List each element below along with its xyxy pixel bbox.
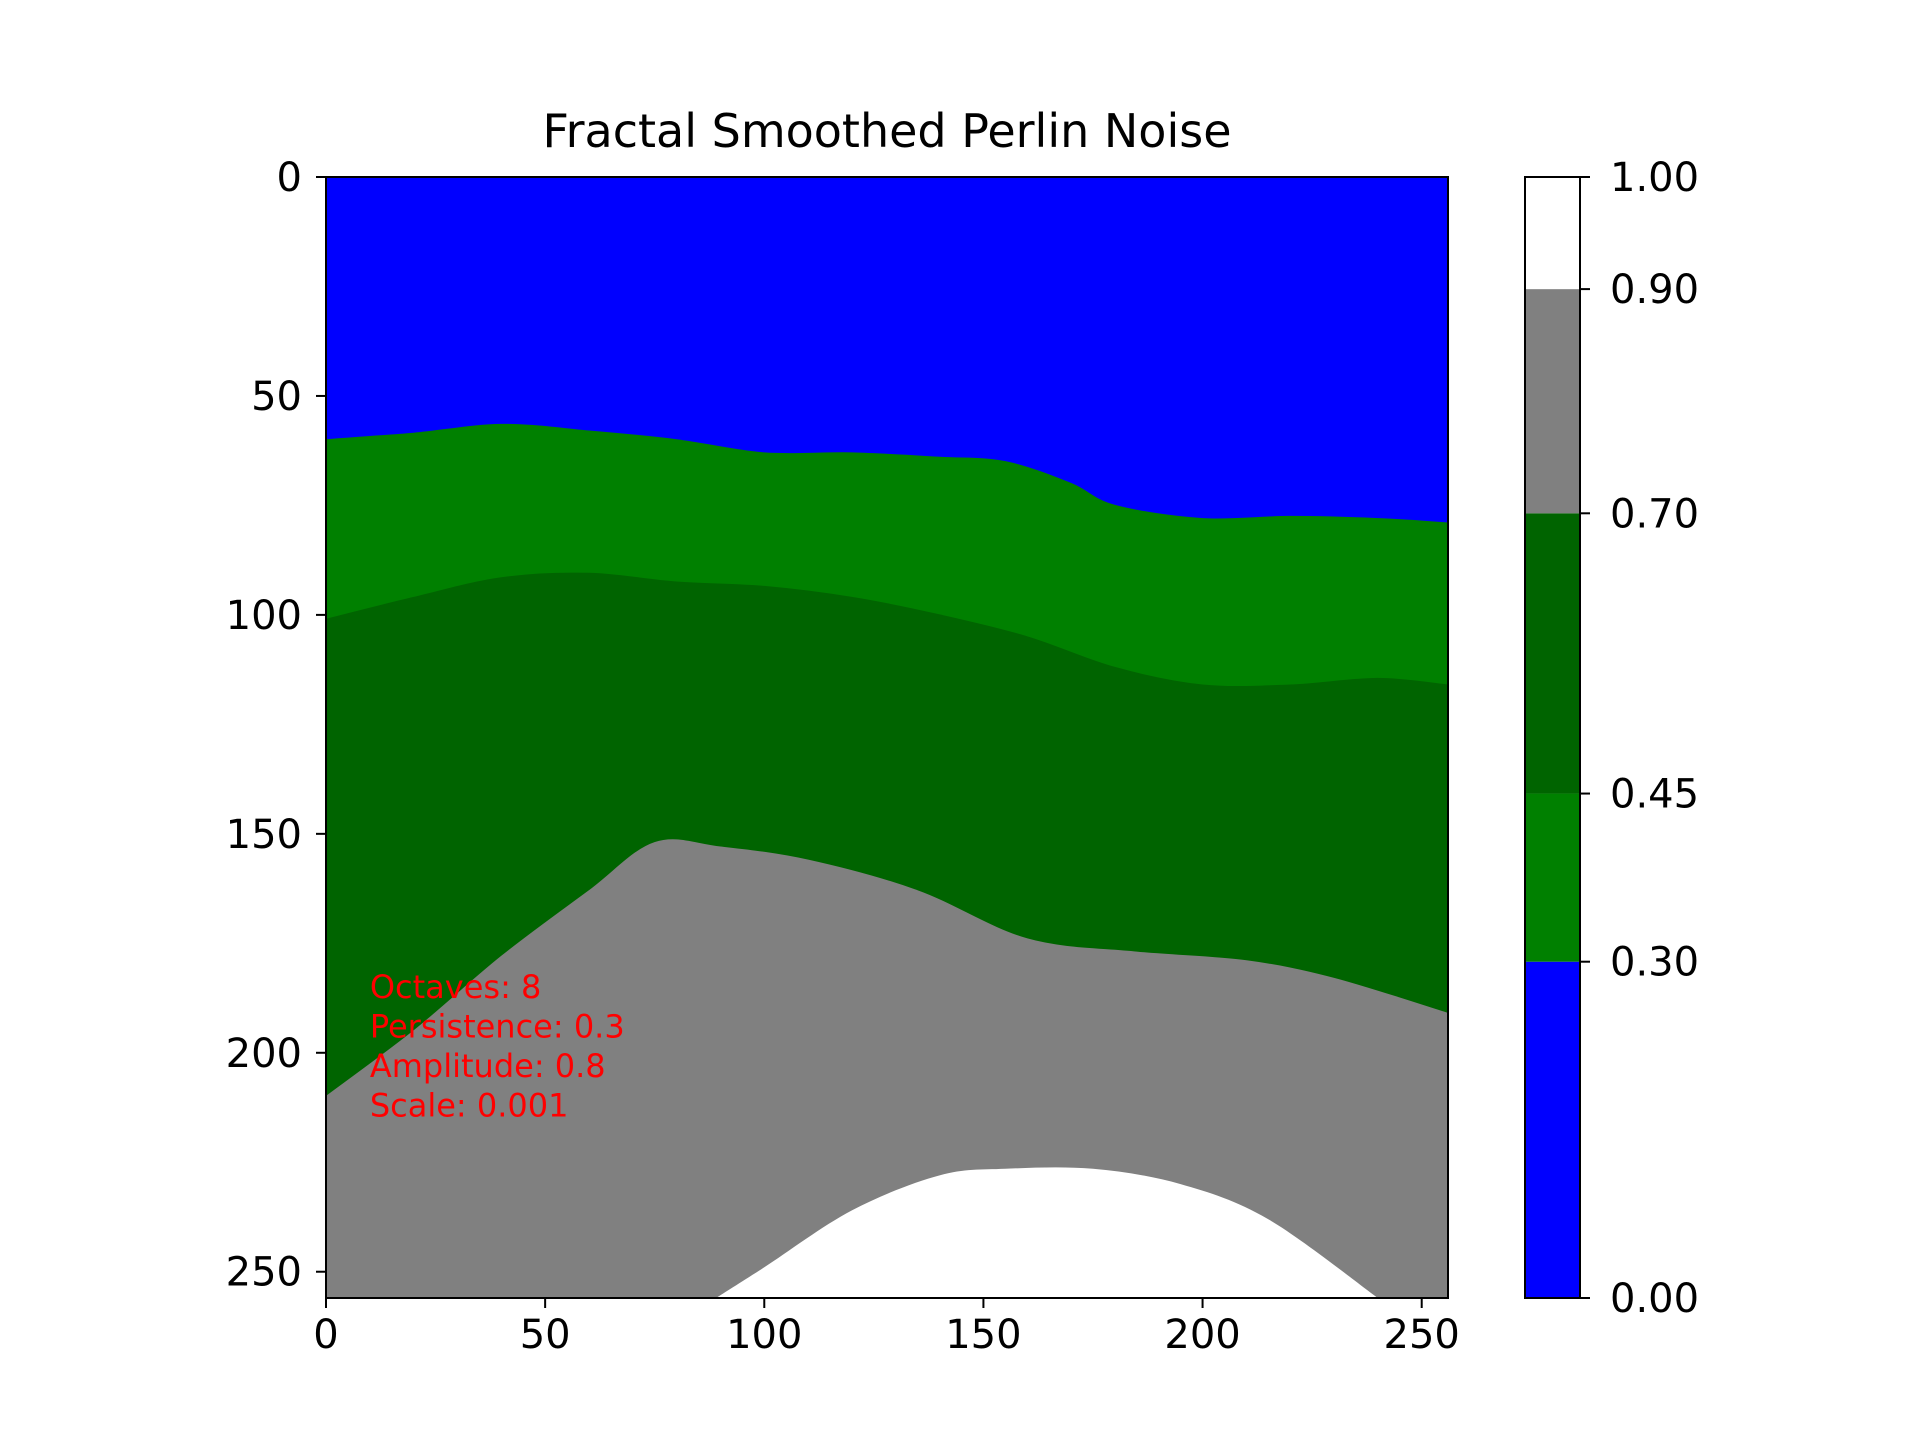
parameter-annotation: Octaves: 8 [370,968,542,1006]
plot-area [326,177,1448,1298]
x-tick-label: 0 [313,1312,338,1358]
y-tick-label: 250 [226,1250,302,1296]
colorbar-tick-label: 0.30 [1610,940,1699,986]
chart-title: Fractal Smoothed Perlin Noise [543,104,1232,158]
y-tick-label: 100 [226,593,302,639]
y-tick-label: 0 [277,155,302,201]
plot-frame [325,176,1449,1299]
y-tick-label: 50 [251,374,302,420]
x-tick-label: 150 [945,1312,1021,1358]
x-tick-label: 200 [1164,1312,1240,1358]
x-tick-label: 50 [520,1312,571,1358]
colorbar-tick-label: 0.90 [1610,267,1699,313]
colorbar-segment [1525,289,1580,514]
colorbar-segment [1525,513,1580,794]
x-tick-label: 100 [726,1312,802,1358]
parameter-annotation: Amplitude: 0.8 [370,1047,606,1085]
colorbar-tick-label: 0.45 [1610,772,1699,818]
y-tick-label: 150 [226,812,302,858]
colorbar-tick-label: 0.70 [1610,491,1699,537]
parameter-annotation: Persistence: 0.3 [370,1008,625,1046]
colorbar-segment [1525,793,1580,962]
colorbar-tick-label: 1.00 [1610,155,1699,201]
colorbar-segment [1525,177,1580,290]
colorbar-frame [1524,176,1581,1299]
region-level-4 [716,1167,1378,1298]
y-tick-label: 200 [226,1031,302,1077]
heatmap-regions [326,177,1448,1298]
parameter-annotation: Scale: 0.001 [370,1086,569,1124]
colorbar: 0.00 0.30 0.45 0.70 0.90 1.00 [1524,155,1699,1322]
colorbar-tick-label: 0.00 [1610,1276,1699,1322]
x-tick-label: 250 [1384,1312,1460,1358]
colorbar-segment [1525,961,1580,1298]
